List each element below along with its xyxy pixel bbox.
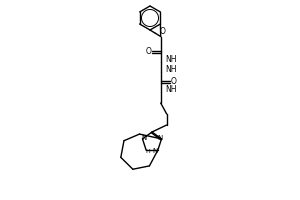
Text: NH: NH xyxy=(166,86,177,95)
Text: N: N xyxy=(142,135,147,141)
Text: N: N xyxy=(157,135,162,141)
Text: O: O xyxy=(160,27,166,36)
Text: H: H xyxy=(146,149,151,154)
Text: NH: NH xyxy=(166,55,177,64)
Text: NH: NH xyxy=(166,66,177,74)
Text: O: O xyxy=(145,47,151,56)
Text: N: N xyxy=(152,148,158,154)
Text: O: O xyxy=(170,77,176,86)
